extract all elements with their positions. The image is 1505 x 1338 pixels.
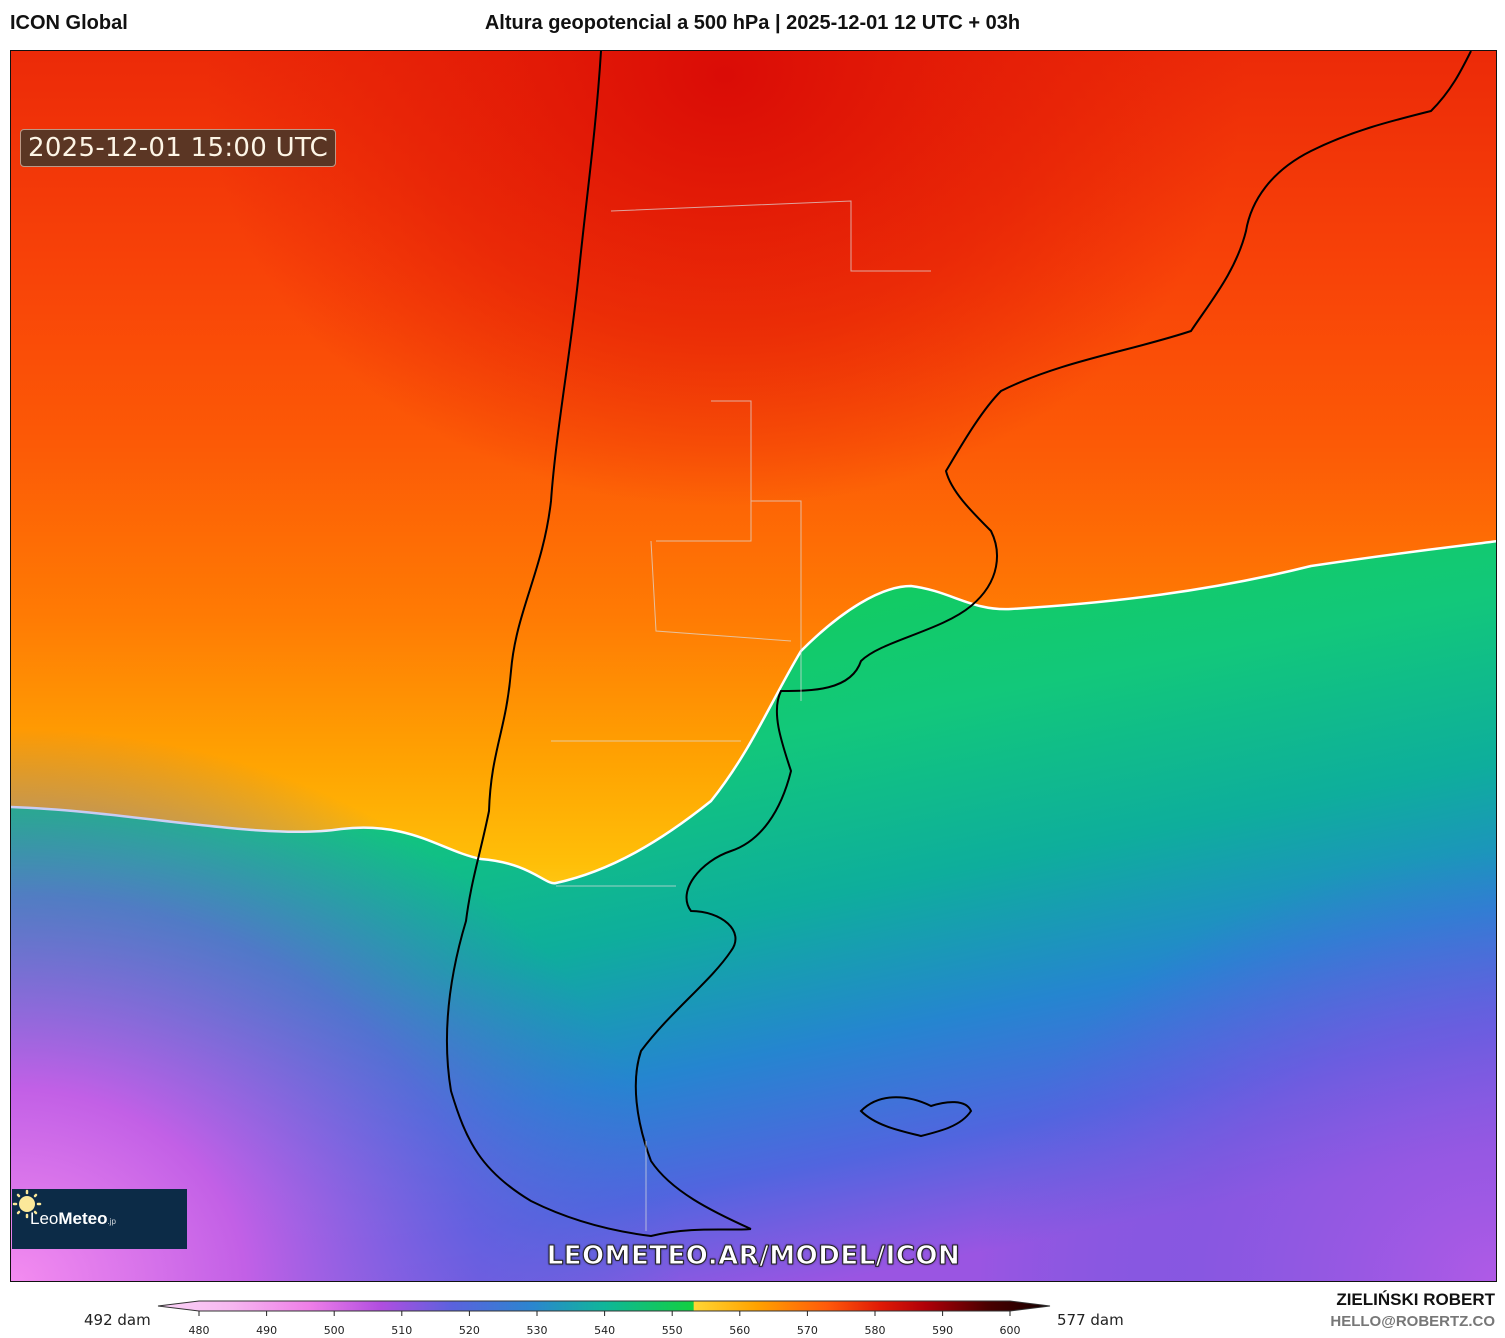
- falkland-islands: [859, 1096, 973, 1138]
- province-borders: [551, 200, 931, 1231]
- logo-text: LeoMeteo.jp: [30, 1209, 116, 1228]
- leometeo-logo: LeoMeteo.jp: [12, 1189, 187, 1249]
- tick-label: 490: [256, 1324, 278, 1337]
- field-min-label: 492 dam: [84, 1311, 151, 1329]
- tick-label: 500: [323, 1324, 345, 1337]
- tick-label: 530: [526, 1324, 548, 1337]
- tick-label: 550: [661, 1324, 683, 1337]
- site-watermark: LEOMETEO.AR/MODEL/ICON: [546, 1241, 961, 1272]
- tick-label: 570: [796, 1324, 818, 1337]
- tick-label: 560: [729, 1324, 751, 1337]
- coastline: [445, 51, 1472, 1238]
- valid-time-badge: 2025-12-01 15:00 UTC: [20, 129, 337, 167]
- tick-label: 600: [999, 1324, 1021, 1337]
- tick-label: 590: [932, 1324, 954, 1337]
- chart-title: Altura geopotencial a 500 hPa | 2025-12-…: [484, 12, 1021, 34]
- author-email: HELLO@ROBERTZ.CO: [1330, 1313, 1495, 1330]
- map-panel: 2025-12-01 15:00 UTC LeoMeteo.jp LEOMETE…: [10, 50, 1497, 1282]
- model-name: ICON Global: [10, 12, 128, 34]
- tick-label: 580: [864, 1324, 886, 1337]
- author-name: ZIELIŃSKI ROBERT: [1336, 1290, 1495, 1309]
- tick-label: 510: [391, 1324, 413, 1337]
- tick-label: 520: [458, 1324, 480, 1337]
- colorbar-tick-marks: [198, 1311, 1011, 1316]
- tick-label: 540: [594, 1324, 616, 1337]
- geopotential-field: [11, 51, 1496, 1281]
- tick-label: 480: [188, 1324, 210, 1337]
- field-max-label: 577 dam: [1057, 1311, 1124, 1329]
